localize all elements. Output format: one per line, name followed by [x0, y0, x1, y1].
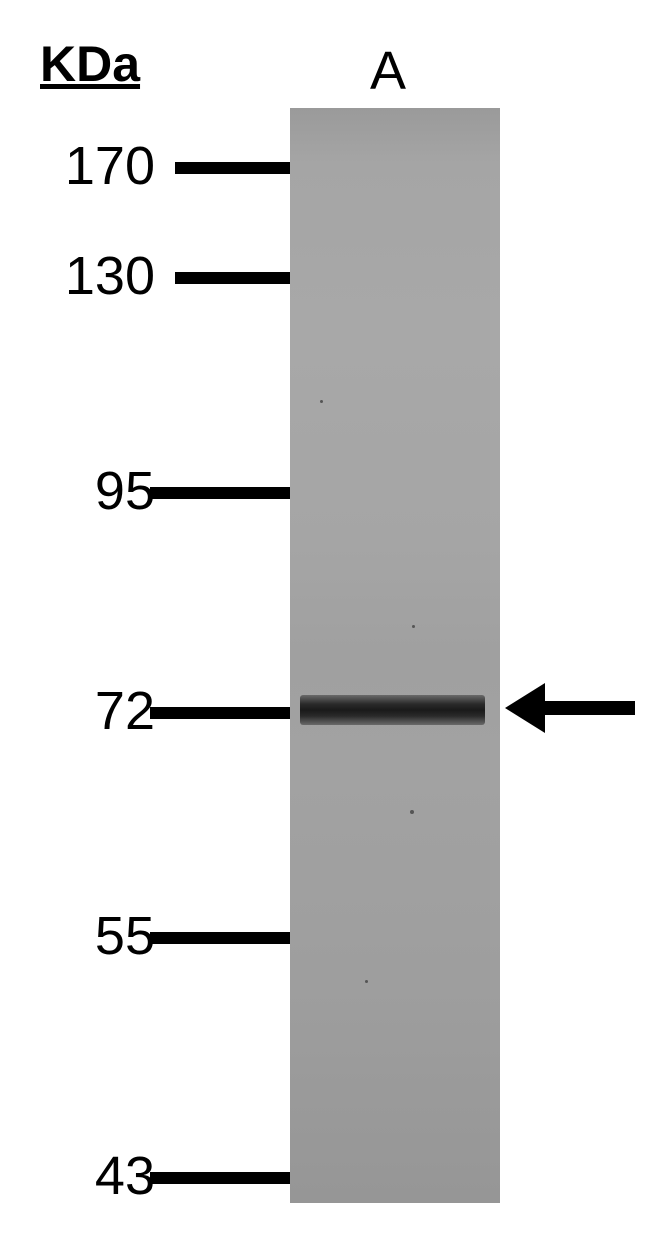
marker-95: 95 — [95, 460, 155, 522]
arrow-shaft — [545, 701, 635, 715]
marker-43: 43 — [95, 1145, 155, 1207]
marker-tick-43 — [150, 1172, 290, 1184]
marker-tick-95 — [150, 487, 290, 499]
lane-label: A — [370, 40, 406, 102]
protein-band — [300, 695, 485, 725]
marker-170: 170 — [65, 135, 155, 197]
arrow-head — [505, 683, 545, 733]
blot-lane — [290, 108, 500, 1203]
marker-tick-170 — [175, 162, 290, 174]
marker-130: 130 — [65, 245, 155, 307]
speck — [410, 810, 414, 814]
marker-72: 72 — [95, 680, 155, 742]
marker-tick-130 — [175, 272, 290, 284]
unit-label: KDa — [40, 35, 140, 93]
speck — [320, 400, 323, 403]
marker-tick-55 — [150, 932, 290, 944]
speck — [365, 980, 368, 983]
marker-55: 55 — [95, 905, 155, 967]
marker-tick-72 — [150, 707, 290, 719]
western-blot-figure: KDa A 170 130 95 72 55 43 — [0, 0, 650, 1233]
speck — [412, 625, 415, 628]
